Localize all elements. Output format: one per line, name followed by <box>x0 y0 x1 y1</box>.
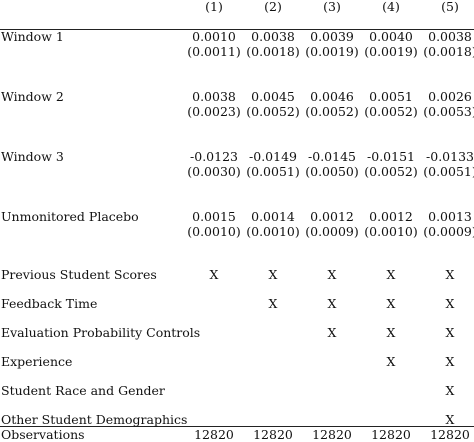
standard-error-cell: (0.0050) <box>305 164 359 179</box>
control-mark: X <box>327 267 337 282</box>
standard-error-cell: (0.0010) <box>187 224 241 239</box>
standard-error-cell: (0.0009) <box>305 224 359 239</box>
column-header: (2) <box>264 0 282 14</box>
coefficient-cell: 0.0015 <box>192 209 236 224</box>
observations-cell: 12820 <box>194 427 234 442</box>
coefficient-cell: -0.0151 <box>367 149 415 164</box>
row-label: Window 3 <box>1 149 64 164</box>
coefficient-cell: 0.0045 <box>251 89 295 104</box>
column-header: (4) <box>382 0 400 14</box>
control-mark: X <box>268 267 278 282</box>
coefficient-cell: 0.0012 <box>369 209 413 224</box>
standard-error-cell: (0.0052) <box>305 104 359 119</box>
control-label: Previous Student Scores <box>1 267 157 282</box>
row-label: Window 1 <box>1 29 64 44</box>
control-mark: X <box>386 354 396 369</box>
standard-error-cell: (0.0011) <box>187 44 241 59</box>
standard-error-cell: (0.0053) <box>423 104 474 119</box>
control-mark: X <box>327 325 337 340</box>
row-label: Window 2 <box>1 89 64 104</box>
standard-error-cell: (0.0051) <box>423 164 474 179</box>
standard-error-cell: (0.0023) <box>187 104 241 119</box>
standard-error-cell: (0.0018) <box>423 44 474 59</box>
control-label: Other Student Demographics <box>1 412 188 427</box>
coefficient-cell: 0.0013 <box>428 209 472 224</box>
coefficient-cell: 0.0046 <box>310 89 354 104</box>
coefficient-cell: 0.0038 <box>251 29 295 44</box>
row-label: Unmonitored Placebo <box>1 209 139 224</box>
control-label: Student Race and Gender <box>1 383 165 398</box>
control-mark: X <box>268 296 278 311</box>
standard-error-cell: (0.0051) <box>246 164 300 179</box>
coefficient-cell: 0.0040 <box>369 29 413 44</box>
control-label: Evaluation Probability Controls <box>1 325 201 340</box>
control-mark: X <box>445 383 455 398</box>
standard-error-cell: (0.0052) <box>246 104 300 119</box>
top-rule <box>0 29 474 30</box>
observations-cell: 12820 <box>253 427 293 442</box>
coefficient-cell: 0.0026 <box>428 89 472 104</box>
coefficient-cell: 0.0038 <box>192 89 236 104</box>
observations-cell: 12820 <box>312 427 352 442</box>
control-mark: X <box>445 296 455 311</box>
coefficient-cell: -0.0123 <box>190 149 238 164</box>
standard-error-cell: (0.0009) <box>423 224 474 239</box>
coefficient-cell: 0.0014 <box>251 209 295 224</box>
coefficient-cell: 0.0039 <box>310 29 354 44</box>
coefficient-cell: 0.0038 <box>428 29 472 44</box>
control-mark: X <box>445 412 455 427</box>
control-mark: X <box>445 267 455 282</box>
observations-rule <box>0 426 474 427</box>
coefficient-cell: -0.0133 <box>426 149 474 164</box>
observations-cell: 12820 <box>430 427 470 442</box>
coefficient-cell: 0.0010 <box>192 29 236 44</box>
control-mark: X <box>386 325 396 340</box>
control-mark: X <box>386 296 396 311</box>
control-label: Feedback Time <box>1 296 98 311</box>
column-header: (1) <box>205 0 223 14</box>
coefficient-cell: 0.0051 <box>369 89 413 104</box>
observations-label: Observations <box>1 427 85 442</box>
standard-error-cell: (0.0052) <box>364 164 418 179</box>
standard-error-cell: (0.0019) <box>305 44 359 59</box>
standard-error-cell: (0.0030) <box>187 164 241 179</box>
column-header: (3) <box>323 0 341 14</box>
control-mark: X <box>445 325 455 340</box>
coefficient-cell: -0.0145 <box>308 149 356 164</box>
standard-error-cell: (0.0019) <box>364 44 418 59</box>
control-mark: X <box>445 354 455 369</box>
standard-error-cell: (0.0010) <box>246 224 300 239</box>
control-mark: X <box>327 296 337 311</box>
observations-cell: 12820 <box>371 427 411 442</box>
standard-error-cell: (0.0018) <box>246 44 300 59</box>
column-header: (5) <box>441 0 459 14</box>
control-label: Experience <box>1 354 73 369</box>
control-mark: X <box>209 267 219 282</box>
standard-error-cell: (0.0010) <box>364 224 418 239</box>
control-mark: X <box>386 267 396 282</box>
coefficient-cell: 0.0012 <box>310 209 354 224</box>
coefficient-cell: -0.0149 <box>249 149 297 164</box>
standard-error-cell: (0.0052) <box>364 104 418 119</box>
